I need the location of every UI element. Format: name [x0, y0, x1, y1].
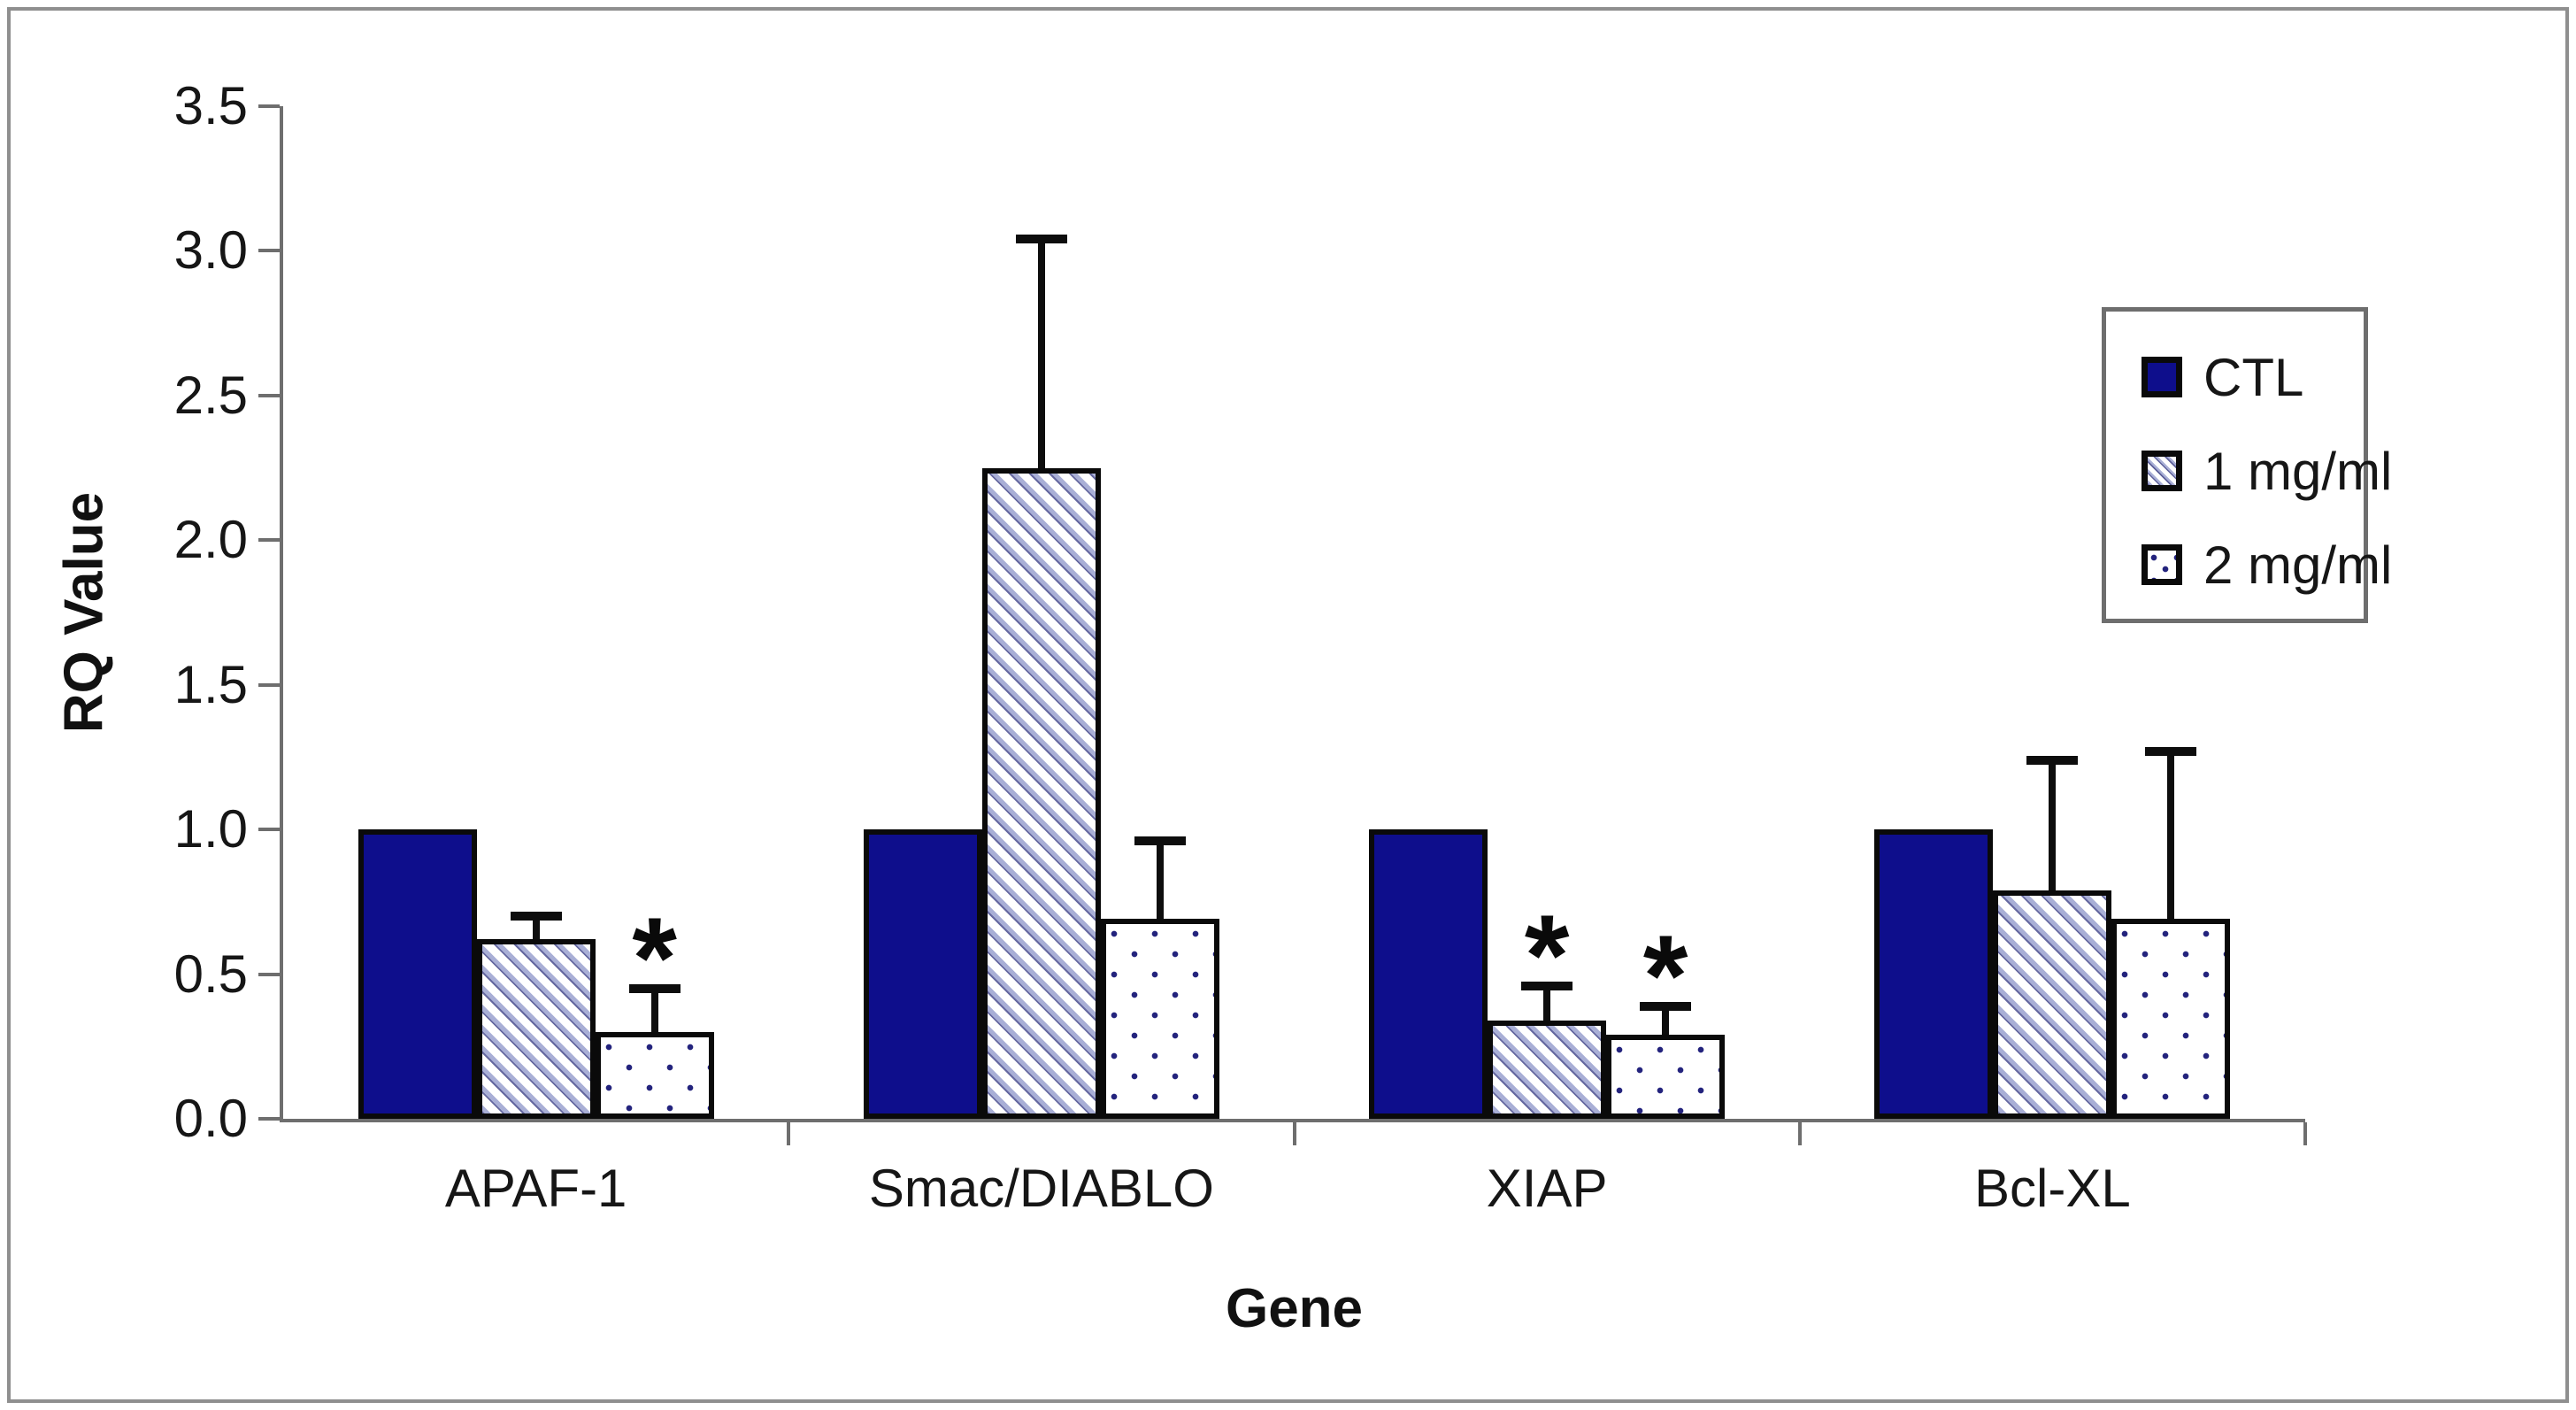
legend: CTL 1 mg/ml 2 mg/ml: [2102, 307, 2392, 623]
legend-label: CTL: [2203, 347, 2304, 407]
x-axis: [280, 1119, 2305, 1122]
legend-item: 2 mg/ml: [2142, 531, 2392, 598]
bar: [981, 467, 1101, 1119]
bar: [1874, 829, 1994, 1119]
bar: [1993, 890, 2112, 1119]
bar: [358, 829, 477, 1119]
significance-asterisk: *: [1524, 890, 1570, 1020]
x-tick: [787, 1122, 791, 1145]
x-tick: [2303, 1122, 2307, 1145]
significance-asterisk: *: [1642, 910, 1688, 1040]
error-bar: [2049, 759, 2057, 890]
error-bar-cap: [1134, 836, 1186, 846]
legend-item: CTL: [2142, 343, 2364, 411]
y-tick-label: 0.0: [173, 1089, 248, 1148]
significance-asterisk: *: [632, 892, 677, 1022]
legend-swatch-hatch: [2142, 451, 2182, 491]
y-tick-label: 2.0: [173, 510, 248, 570]
legend-swatch-dots: [2142, 544, 2182, 585]
y-tick: [258, 538, 280, 543]
error-bar-cap: [1521, 981, 1573, 990]
y-tick-label: 1.5: [173, 654, 248, 714]
y-tick-label: 3.5: [173, 76, 248, 135]
bar: [1369, 829, 1488, 1119]
error-bar-cap: [1015, 235, 1067, 244]
y-tick: [258, 393, 280, 397]
error-bar-cap: [1640, 1001, 1692, 1011]
error-bar: [1037, 239, 1045, 468]
category-label: XIAP: [1486, 1159, 1608, 1218]
y-tick: [258, 1117, 280, 1121]
legend-swatch-solid: [2142, 357, 2182, 397]
bar: [863, 829, 982, 1119]
x-tick: [1292, 1122, 1296, 1145]
legend-label: 2 mg/ml: [2203, 535, 2393, 595]
error-bar: [532, 916, 540, 940]
x-tick: [1797, 1122, 1802, 1145]
error-bar: [1156, 841, 1164, 920]
error-bar: [650, 988, 658, 1032]
error-bar-cap: [510, 912, 562, 921]
bar: [476, 939, 596, 1119]
category-label: Smac/DIABLO: [868, 1159, 1214, 1218]
error-bar: [2167, 751, 2175, 920]
y-tick: [258, 828, 280, 832]
y-tick-label: 0.5: [173, 944, 248, 1004]
y-tick-label: 1.0: [173, 799, 248, 859]
error-bar: [1543, 985, 1551, 1021]
bar: [595, 1031, 714, 1119]
y-tick: [258, 682, 280, 687]
bar: [1100, 919, 1219, 1119]
y-tick: [258, 104, 280, 108]
bar: [1606, 1035, 1726, 1119]
x-axis-title: Gene: [1225, 1278, 1364, 1339]
bar: [1488, 1020, 1607, 1119]
y-tick: [258, 972, 280, 976]
y-tick-label: 3.0: [173, 220, 248, 281]
error-bar: [1662, 1005, 1670, 1036]
error-bar-cap: [2145, 746, 2197, 756]
legend-item: 1 mg/ml: [2142, 437, 2392, 505]
category-label: APAF-1: [444, 1159, 627, 1218]
y-axis: [280, 106, 283, 1122]
legend-label: 1 mg/ml: [2203, 441, 2393, 501]
figure-frame: [7, 7, 2569, 1403]
y-tick: [258, 249, 280, 253]
bar: [2111, 919, 2231, 1119]
error-bar-cap: [2026, 755, 2079, 765]
error-bar-cap: [628, 983, 681, 993]
category-label: Bcl-XL: [1974, 1159, 2131, 1218]
y-tick-label: 2.5: [173, 365, 248, 425]
